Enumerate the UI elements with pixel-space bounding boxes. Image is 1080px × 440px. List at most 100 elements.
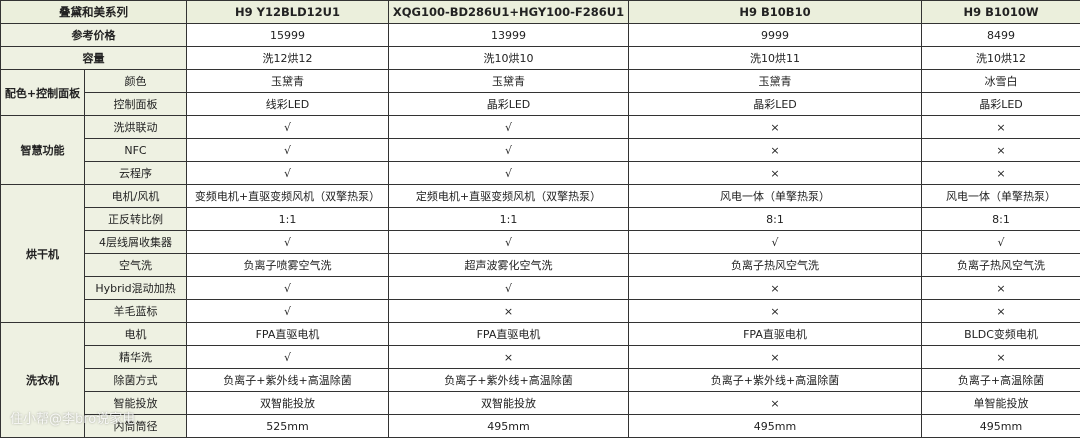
cell-value: 晶彩LED [921, 92, 1080, 116]
row-label: 空气洗 [84, 253, 187, 277]
row-label: 颜色 [84, 69, 187, 93]
header-row: 叠黛和美系列 H9 Y12BLD12U1 XQG100-BD286U1+HGY100… [0, 0, 1080, 24]
cell-value: 超声波雾化空气洗 [388, 253, 629, 277]
cell-value: 495mm [388, 414, 629, 438]
cell-value: × [921, 161, 1080, 185]
cell-value: 495mm [921, 414, 1080, 438]
table-row: 4层线屑收集器 √ √ √ √ [1, 230, 1080, 254]
cell-value: 负离子+紫外线+高温除菌 [388, 368, 629, 392]
cell-value: √ [388, 138, 629, 162]
cell-value: √ [388, 115, 629, 139]
cell-value: × [628, 391, 922, 415]
table-row: 控制面板 线彩LED 晶彩LED 晶彩LED 晶彩LED [1, 92, 1080, 116]
cell-value: 8499 [921, 23, 1080, 47]
cell-value: 1:1 [388, 207, 629, 231]
cell-value: × [628, 276, 922, 300]
group-label: 智慧功能 [0, 115, 85, 185]
cell-value: 玉黛青 [186, 69, 389, 93]
cell-value: 负离子热风空气洗 [921, 253, 1080, 277]
table-row: NFC √ √ × × [1, 138, 1080, 162]
cell-value: FPA直驱电机 [186, 322, 389, 346]
cell-value: × [628, 299, 922, 323]
cell-value: × [628, 115, 922, 139]
cell-value: √ [186, 299, 389, 323]
table-row: 内筒筒径 525mm 495mm 495mm 495mm [1, 414, 1080, 438]
cell-value: 负离子+高温除菌 [921, 368, 1080, 392]
model-header: H9 B10B10 [628, 0, 922, 24]
cell-value: 495mm [628, 414, 922, 438]
table-row: 云程序 √ √ × × [1, 161, 1080, 185]
cell-value: √ [186, 345, 389, 369]
cell-value: × [921, 115, 1080, 139]
cell-value: 晶彩LED [628, 92, 922, 116]
cell-value: 变频电机+直驱变频风机（双擎热泵） [186, 184, 389, 208]
cell-value: 13999 [388, 23, 629, 47]
table-row: 除菌方式 负离子+紫外线+高温除菌 负离子+紫外线+高温除菌 负离子+紫外线+高温除菌… [1, 368, 1080, 392]
cell-value: 风电一体（单擎热泵） [628, 184, 922, 208]
row-label: 正反转比例 [84, 207, 187, 231]
cell-value: 洗10烘12 [921, 46, 1080, 70]
row-label: 精华洗 [84, 345, 187, 369]
cell-value: 洗10烘10 [388, 46, 629, 70]
table-row: 羊毛蓝标 √ × × × [1, 299, 1080, 323]
series-header: 叠黛和美系列 [0, 0, 187, 24]
cell-value: 525mm [186, 414, 389, 438]
cell-value: 15999 [186, 23, 389, 47]
cell-value: 玉黛青 [628, 69, 922, 93]
cell-value: √ [186, 276, 389, 300]
row-label: 羊毛蓝标 [84, 299, 187, 323]
row-label: 内筒筒径 [84, 414, 187, 438]
row-label: 4层线屑收集器 [84, 230, 187, 254]
cell-value: √ [186, 115, 389, 139]
cell-value: × [921, 299, 1080, 323]
cell-value: 洗10烘11 [628, 46, 922, 70]
cell-value: √ [186, 138, 389, 162]
table-row: 智能投放 双智能投放 双智能投放 × 单智能投放 [1, 391, 1080, 415]
cell-value: × [921, 138, 1080, 162]
cell-value: 双智能投放 [186, 391, 389, 415]
cell-value: × [628, 345, 922, 369]
cell-value: 负离子喷雾空气洗 [186, 253, 389, 277]
cell-value: 冰雪白 [921, 69, 1080, 93]
table-row: 参考价格 15999 13999 9999 8499 [0, 23, 1080, 47]
row-label: 云程序 [84, 161, 187, 185]
table-row: 正反转比例 1:1 1:1 8:1 8:1 [1, 207, 1080, 231]
cell-value: 风电一体（单擎热泵） [921, 184, 1080, 208]
cell-value: √ [628, 230, 922, 254]
cell-value: √ [388, 161, 629, 185]
row-label: NFC [84, 138, 187, 162]
cell-value: 晶彩LED [388, 92, 629, 116]
table-row: 智慧功能 洗烘联动 √ √ × × [0, 115, 1080, 185]
model-header: H9 Y12BLD12U1 [186, 0, 389, 24]
group-label: 烘干机 [0, 184, 85, 323]
cell-value: √ [388, 276, 629, 300]
cell-value: FPA直驱电机 [388, 322, 629, 346]
cell-value: 负离子+紫外线+高温除菌 [186, 368, 389, 392]
table-row: Hybrid混动加热 √ √ × × [1, 276, 1080, 300]
table-row: 配色+控制面板 颜色 玉黛青 玉黛青 玉黛青 冰雪白 [0, 69, 1080, 116]
cell-value: 9999 [628, 23, 922, 47]
table-row: 容量 洗12烘12 洗10烘10 洗10烘11 洗10烘12 [0, 46, 1080, 70]
cell-value: √ [921, 230, 1080, 254]
cell-value: 双智能投放 [388, 391, 629, 415]
cell-value: × [388, 299, 629, 323]
cell-value: BLDC变频电机 [921, 322, 1080, 346]
row-label: 控制面板 [84, 92, 187, 116]
row-label: 电机/风机 [84, 184, 187, 208]
row-label: 容量 [0, 46, 187, 70]
cell-value: × [628, 138, 922, 162]
cell-value: FPA直驱电机 [628, 322, 922, 346]
table-row: 空气洗 负离子喷雾空气洗 超声波雾化空气洗 负离子热风空气洗 负离子热风空气洗 [1, 253, 1080, 277]
cell-value: 线彩LED [186, 92, 389, 116]
cell-value: √ [186, 161, 389, 185]
cell-value: 定频电机+直驱变频风机（双擎热泵） [388, 184, 629, 208]
cell-value: 单智能投放 [921, 391, 1080, 415]
group-label: 配色+控制面板 [0, 69, 85, 116]
row-label: 智能投放 [84, 391, 187, 415]
row-label: 除菌方式 [84, 368, 187, 392]
cell-value: 洗12烘12 [186, 46, 389, 70]
cell-value: √ [388, 230, 629, 254]
table-row: 精华洗 √ × × × [1, 345, 1080, 369]
table-row: 烘干机 电机/风机 变频电机+直驱变频风机（双擎热泵） 定频电机+直驱变频风机（双擎热… [0, 184, 1080, 323]
